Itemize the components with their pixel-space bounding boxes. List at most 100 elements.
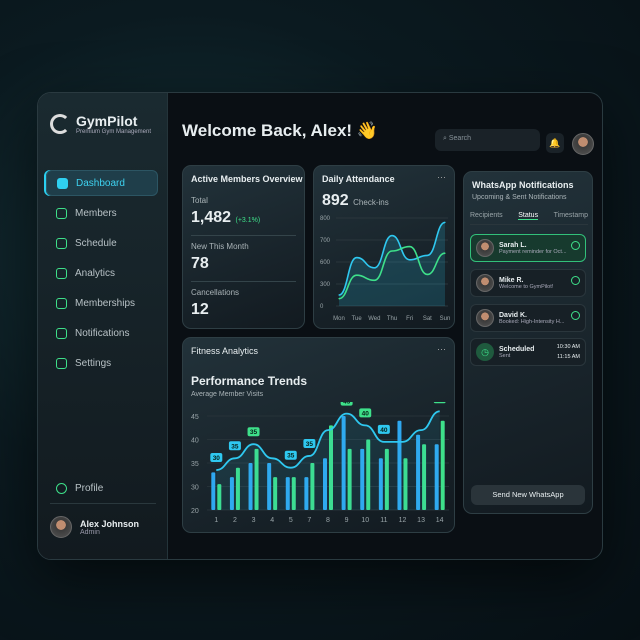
more-menu-button[interactable]: ··· (437, 172, 446, 182)
data-point (356, 274, 358, 276)
data-label-badge (247, 427, 260, 437)
notification-item[interactable]: Mike R. Welcome to GymPilot! (470, 269, 586, 297)
whatsapp-subtitle: Upcoming & Sent Notifications (472, 194, 567, 201)
x-tick-label: 11 (380, 517, 387, 524)
data-label: 35 (306, 441, 314, 448)
y-tick-label: 600 (320, 260, 331, 266)
sidebar-item-label: Schedule (75, 237, 117, 249)
y-tick-label: 30 (191, 485, 199, 492)
sidebar-nav: Dashboard Members Schedule Analytics Members… (46, 170, 158, 380)
sidebar-item-members[interactable]: Members (46, 200, 158, 226)
chart-subtitle: Average Member Visits (191, 391, 264, 398)
whatsapp-title: WhatsApp Notifications (472, 180, 574, 190)
sidebar-item-notifications[interactable]: Notifications (46, 320, 158, 346)
bar (217, 484, 222, 510)
tab-timestamp[interactable]: Timestamp (553, 212, 588, 219)
tab-recipients[interactable]: Recipients (470, 212, 503, 219)
series-area (339, 222, 445, 306)
y-tick-label: 800 (320, 216, 331, 222)
cancel-value: 12 (191, 301, 209, 318)
user-card[interactable]: Alex Johnson Admin (50, 503, 156, 538)
x-tick-label: Mon (333, 316, 345, 322)
scheduled-sub: Sent (499, 352, 511, 359)
message-preview: Payment reminder for Oct... (499, 248, 567, 255)
bar (254, 448, 259, 510)
header-avatar[interactable] (572, 133, 594, 155)
send-whatsapp-button[interactable]: Send New WhatsApp (471, 485, 585, 505)
logo: GymPilot Premium Gym Management (50, 113, 151, 135)
x-tick-label: Tue (352, 316, 363, 322)
dashboard-icon (57, 177, 68, 189)
data-point (391, 235, 393, 237)
scheduled-time-2: 11:15 AM (557, 354, 580, 360)
data-label: 30 (213, 455, 221, 462)
sidebar: GymPilot Premium Gym Management Dashboard… (38, 93, 168, 559)
y-tick-label: 700 (320, 238, 331, 244)
data-label: 40 (380, 427, 388, 434)
bar (378, 458, 383, 510)
sidebar-item-schedule[interactable]: Schedule (46, 230, 158, 256)
whatsapp-panel: WhatsApp Notifications Upcoming & Sent N… (463, 171, 593, 514)
message-preview: Welcome to GymPilot! (499, 283, 554, 290)
scheduled-title: Scheduled (499, 345, 535, 353)
bar (347, 448, 352, 510)
analytics-menu-button[interactable]: ··· (437, 344, 446, 354)
message-preview: Booked: High-Intensity H... (499, 318, 565, 325)
user-name: Alex Johnson (80, 518, 140, 529)
bar (360, 448, 365, 510)
app-window: GymPilot Premium Gym Management Dashboard… (37, 92, 603, 560)
data-label: 35 (250, 429, 258, 436)
bar-chart-icon (56, 267, 67, 279)
bar (291, 477, 296, 510)
bar (416, 434, 421, 510)
sidebar-item-memberships[interactable]: Memberships (46, 290, 158, 316)
avatar (476, 239, 494, 257)
data-label: 35 (287, 453, 295, 460)
bar (285, 477, 290, 510)
x-tick-label: Sun (440, 316, 451, 322)
y-tick-label: 0 (320, 304, 324, 310)
search-input[interactable]: ⌕ Search (435, 129, 540, 151)
bar (397, 420, 402, 510)
y-tick-label: 300 (320, 282, 331, 288)
user-icon (56, 483, 67, 494)
y-tick-label: 45 (191, 414, 199, 421)
x-tick-label: 14 (436, 517, 444, 524)
scheduled-item[interactable]: ◷ Scheduled Sent 10:30 AM 11:15 AM (470, 338, 586, 366)
sidebar-item-label: Memberships (75, 297, 136, 309)
sidebar-item-dashboard[interactable]: Dashboard (46, 170, 158, 196)
notification-item[interactable]: Sarah L. Payment reminder for Oct... (470, 234, 586, 262)
total-change: (+3.1%) (235, 217, 261, 224)
bar (403, 458, 408, 510)
data-point (373, 267, 375, 269)
bar (248, 463, 253, 510)
data-point (426, 273, 428, 276)
recipient-name: Mike R. (499, 276, 524, 284)
x-tick-label: 5 (289, 517, 293, 524)
total-value: 1,482 (191, 209, 232, 226)
analytics-title: Fitness Analytics (191, 346, 259, 356)
data-point (338, 298, 340, 300)
sidebar-item-analytics[interactable]: Analytics (46, 260, 158, 286)
x-tick-label: 10 (361, 517, 369, 524)
attendance-card: Daily Attendance ··· 892 Check-ins 0 300 6… (313, 165, 455, 329)
x-tick-label: Fri (406, 316, 413, 322)
sidebar-item-settings[interactable]: Settings (46, 350, 158, 376)
bar (304, 477, 309, 510)
notification-item[interactable]: David K. Booked: High-Intensity H... (470, 304, 586, 332)
sidebar-item-label: Notifications (75, 327, 130, 339)
x-tick-label: 8 (326, 517, 330, 524)
page-title: Welcome Back, Alex! 👋 (182, 121, 378, 140)
gympilot-logo-icon (50, 114, 70, 134)
x-tick-label: Wed (368, 316, 380, 322)
sidebar-item-profile[interactable]: Profile (56, 483, 103, 494)
sidebar-item-label: Dashboard (76, 177, 125, 189)
bar (384, 448, 389, 510)
attendance-unit: Check-ins (353, 198, 389, 207)
total-label: Total (191, 196, 208, 205)
bar (434, 444, 439, 510)
x-tick-label: 1 (214, 517, 218, 524)
tab-status[interactable]: Status (518, 212, 539, 220)
notifications-button[interactable]: 🔔 (546, 133, 564, 153)
